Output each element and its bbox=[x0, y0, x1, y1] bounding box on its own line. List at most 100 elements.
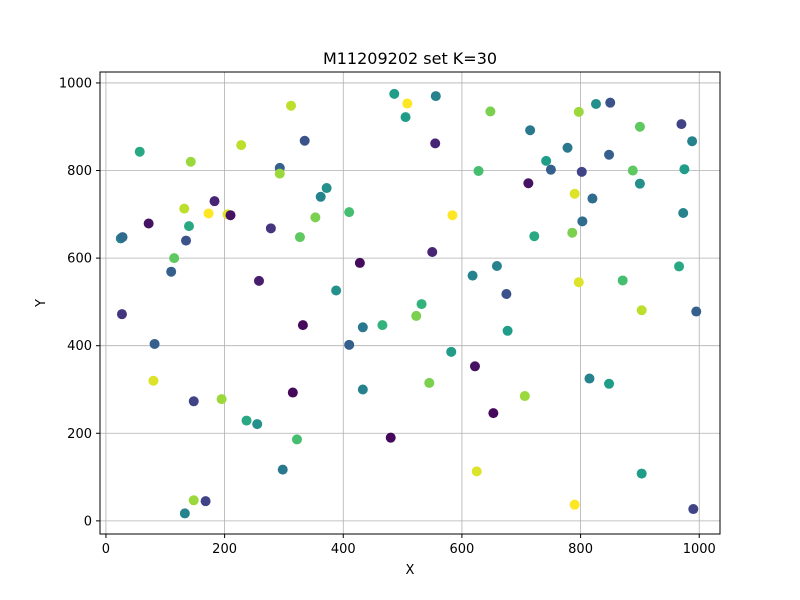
data-point bbox=[502, 325, 513, 336]
data-point bbox=[265, 223, 276, 234]
data-point bbox=[354, 257, 365, 268]
data-point bbox=[604, 378, 615, 389]
data-point bbox=[310, 212, 321, 223]
data-point bbox=[491, 260, 502, 271]
data-point bbox=[674, 261, 685, 272]
x-tick-label: 400 bbox=[331, 542, 356, 557]
data-point bbox=[545, 164, 556, 175]
data-point bbox=[203, 208, 214, 219]
data-point bbox=[254, 275, 265, 286]
data-point bbox=[567, 227, 578, 238]
data-point bbox=[485, 106, 496, 117]
data-point bbox=[389, 88, 400, 99]
data-point bbox=[287, 387, 298, 398]
data-point bbox=[584, 373, 595, 384]
data-point bbox=[321, 183, 332, 194]
data-point bbox=[519, 391, 530, 402]
data-point bbox=[181, 235, 192, 246]
y-tick-label: 800 bbox=[67, 164, 92, 179]
data-point bbox=[634, 178, 645, 189]
data-point bbox=[344, 207, 355, 218]
plot-background bbox=[100, 72, 720, 534]
x-axis-ticks: 0 200 400 600 800 1000 bbox=[102, 534, 716, 557]
data-point bbox=[116, 309, 127, 320]
grid bbox=[100, 72, 720, 534]
data-point bbox=[430, 91, 441, 102]
data-point bbox=[430, 138, 441, 149]
data-point bbox=[688, 504, 699, 515]
data-point bbox=[447, 210, 458, 221]
y-tick-label: 0 bbox=[84, 514, 92, 529]
chart-title: M11209202 set K=30 bbox=[323, 49, 497, 68]
data-point bbox=[209, 196, 220, 207]
data-point bbox=[523, 178, 534, 189]
data-point bbox=[291, 434, 302, 445]
data-point bbox=[573, 106, 584, 117]
data-point bbox=[467, 270, 478, 281]
data-point bbox=[678, 208, 689, 219]
data-point bbox=[576, 166, 587, 177]
data-point bbox=[315, 191, 326, 202]
y-tick-label: 400 bbox=[67, 339, 92, 354]
data-point bbox=[331, 285, 342, 296]
data-point bbox=[277, 464, 288, 475]
y-axis-ticks: 0 200 400 600 800 1000 bbox=[59, 76, 100, 529]
data-point bbox=[471, 466, 482, 477]
data-point bbox=[679, 164, 690, 175]
x-tick-label: 600 bbox=[449, 542, 474, 557]
data-point bbox=[225, 210, 236, 221]
data-point bbox=[569, 188, 580, 199]
x-tick-label: 0 bbox=[102, 542, 110, 557]
data-point bbox=[143, 218, 154, 229]
data-point bbox=[587, 193, 598, 204]
data-point bbox=[188, 396, 199, 407]
data-point bbox=[427, 246, 438, 257]
data-point bbox=[200, 496, 211, 507]
data-point bbox=[357, 322, 368, 333]
data-point bbox=[411, 310, 422, 321]
x-tick-label: 800 bbox=[568, 542, 593, 557]
data-point bbox=[241, 415, 252, 426]
data-point bbox=[117, 232, 128, 243]
data-point bbox=[294, 232, 305, 243]
data-point bbox=[562, 142, 573, 153]
data-point bbox=[604, 149, 615, 160]
data-point bbox=[691, 306, 702, 317]
data-point bbox=[148, 375, 159, 386]
data-point bbox=[416, 299, 427, 310]
y-tick-label: 200 bbox=[67, 427, 92, 442]
data-point bbox=[573, 277, 584, 288]
data-point bbox=[236, 140, 247, 151]
data-point bbox=[252, 419, 263, 430]
data-point bbox=[627, 165, 638, 176]
x-axis-label: X bbox=[406, 563, 415, 578]
data-point bbox=[488, 408, 499, 419]
data-point bbox=[274, 168, 285, 179]
data-point bbox=[525, 125, 536, 136]
data-points bbox=[115, 88, 702, 519]
data-point bbox=[286, 100, 297, 111]
data-point bbox=[577, 216, 588, 227]
data-point bbox=[149, 338, 160, 349]
data-point bbox=[357, 384, 368, 395]
data-point bbox=[185, 156, 196, 167]
y-tick-label: 600 bbox=[67, 252, 92, 267]
data-point bbox=[134, 146, 145, 157]
y-tick-label: 1000 bbox=[59, 76, 92, 91]
data-point bbox=[377, 320, 388, 331]
data-point bbox=[424, 377, 435, 388]
data-point bbox=[569, 499, 580, 510]
x-tick-label: 200 bbox=[212, 542, 237, 557]
data-point bbox=[687, 136, 698, 147]
data-point bbox=[501, 289, 512, 300]
data-point bbox=[636, 305, 647, 316]
data-point bbox=[605, 97, 616, 108]
data-point bbox=[299, 135, 310, 146]
data-point bbox=[591, 98, 601, 109]
data-point bbox=[617, 275, 628, 286]
data-point bbox=[188, 495, 199, 506]
data-point bbox=[400, 112, 411, 123]
plot-frame bbox=[99, 71, 721, 535]
data-point bbox=[179, 508, 190, 519]
data-point bbox=[344, 339, 355, 350]
